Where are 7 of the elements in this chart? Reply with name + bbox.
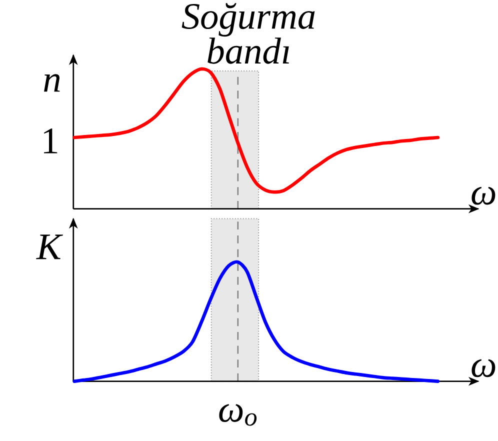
text: 1 xyxy=(44,128,58,154)
x-axis-title: ω xyxy=(472,186,496,205)
text: ω$_{o}$ xyxy=(219,404,257,426)
y-axis-title: K xyxy=(36,234,63,259)
y-axis-title: n xyxy=(44,74,60,92)
x-axis-title: ω xyxy=(472,359,496,377)
text: Soğurma bandı xyxy=(182,2,315,64)
